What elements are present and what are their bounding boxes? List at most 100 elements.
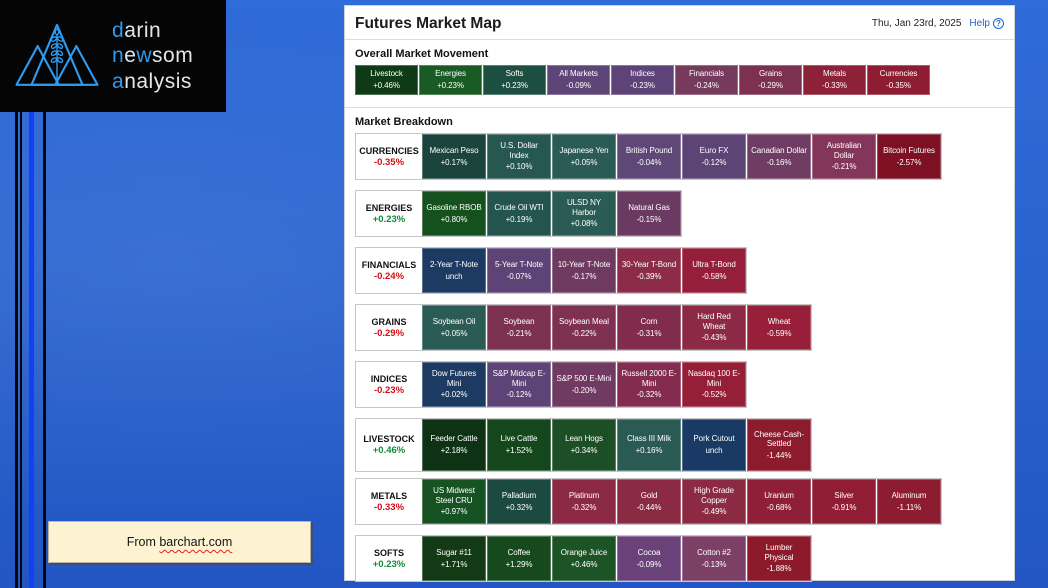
tile-cotton-2[interactable]: Cotton #2 -0.13% <box>682 536 746 581</box>
group-change: +0.23% <box>372 213 406 225</box>
tile-name: Energies <box>435 69 466 79</box>
tile-soybean-oil[interactable]: Soybean Oil +0.05% <box>422 305 486 350</box>
tile-mexican-peso[interactable]: Mexican Peso +0.17% <box>422 134 486 179</box>
tile-name: Canadian Dollar <box>751 145 807 155</box>
tile-gold[interactable]: Gold -0.44% <box>617 479 681 524</box>
breakdown-rows: CURRENCIES -0.35% Mexican Peso +0.17% U.S. D… <box>355 133 1004 582</box>
barchart-link[interactable]: barchart.com <box>159 535 233 549</box>
group-label-financials[interactable]: FINANCIALS -0.24% <box>356 248 422 293</box>
tile-feeder-cattle[interactable]: Feeder Cattle +2.18% <box>422 419 486 471</box>
tile-change: +1.29% <box>505 559 533 569</box>
tile-crude-oil-wti[interactable]: Crude Oil WTI +0.19% <box>487 191 551 236</box>
group-label-softs[interactable]: SOFTS +0.23% <box>356 536 422 581</box>
group-tiles: Mexican Peso +0.17% U.S. Dollar Index +0.10… <box>422 134 941 179</box>
tile-gasoline-rbob[interactable]: Gasoline RBOB +0.80% <box>422 191 486 236</box>
help-question-icon[interactable]: ? <box>993 18 1004 29</box>
tile-s-p-500-e-mini[interactable]: S&P 500 E-Mini -0.20% <box>552 362 616 407</box>
tile-grains[interactable]: Grains -0.29% <box>739 65 802 95</box>
tile-energies[interactable]: Energies +0.23% <box>419 65 482 95</box>
help-link[interactable]: Help ? <box>969 18 1004 29</box>
tile-cocoa[interactable]: Cocoa -0.09% <box>617 536 681 581</box>
tile-cheese-cash-settled[interactable]: Cheese Cash-Settled -1.44% <box>747 419 811 471</box>
tile-change: +0.08% <box>570 219 598 229</box>
tile-s-p-midcap-e-mini[interactable]: S&P Midcap E-Mini -0.12% <box>487 362 551 407</box>
tile-change: -1.44% <box>766 450 792 460</box>
tile-name: Dow Futures Mini <box>431 369 477 388</box>
tile-change: +0.02% <box>440 390 468 400</box>
tile-canadian-dollar[interactable]: Canadian Dollar -0.16% <box>747 134 811 179</box>
tile-high-grade-copper[interactable]: High Grade Copper -0.49% <box>682 479 746 524</box>
tile-financials[interactable]: Financials -0.24% <box>675 65 738 95</box>
tile-5-year-t-note[interactable]: 5-Year T-Note -0.07% <box>487 248 551 293</box>
overall-tiles: Livestock +0.46% Energies +0.23% Softs +0.23%… <box>355 65 1004 95</box>
tile-name: Pork Cutout <box>693 434 735 444</box>
tile-10-year-t-note[interactable]: 10-Year T-Note -0.17% <box>552 248 616 293</box>
source-note: From barchart.com <box>48 521 311 563</box>
tile-euro-fx[interactable]: Euro FX -0.12% <box>682 134 746 179</box>
tile-softs[interactable]: Softs +0.23% <box>483 65 546 95</box>
group-label-metals[interactable]: METALS -0.33% <box>356 479 422 524</box>
tile-sugar-11[interactable]: Sugar #11 +1.71% <box>422 536 486 581</box>
group-label-livestock[interactable]: LIVESTOCK +0.46% <box>356 419 422 471</box>
tile-30-year-t-bond[interactable]: 30-Year T-Bond -0.39% <box>617 248 681 293</box>
tile-change: -0.32% <box>571 502 597 512</box>
tile-lean-hogs[interactable]: Lean Hogs +0.34% <box>552 419 616 471</box>
logo-text: darin newsom analysis <box>112 18 193 94</box>
tile-palladium[interactable]: Palladium +0.32% <box>487 479 551 524</box>
tile-lumber-physical[interactable]: Lumber Physical -1.88% <box>747 536 811 581</box>
group-label-indices[interactable]: INDICES -0.23% <box>356 362 422 407</box>
tile-name: All Markets <box>559 69 598 79</box>
tile-all-markets[interactable]: All Markets -0.09% <box>547 65 610 95</box>
tile-platinum[interactable]: Platinum -0.32% <box>552 479 616 524</box>
tile-indices[interactable]: Indices -0.23% <box>611 65 674 95</box>
tile-uranium[interactable]: Uranium -0.68% <box>747 479 811 524</box>
tile-name: British Pound <box>625 145 673 155</box>
group-label-grains[interactable]: GRAINS -0.29% <box>356 305 422 350</box>
tile-ultra-t-bond[interactable]: Ultra T-Bond -0.58% <box>682 248 746 293</box>
tile-name: Grains <box>759 69 782 79</box>
tile-change: +1.71% <box>440 559 468 569</box>
group-row-currencies: CURRENCIES -0.35% Mexican Peso +0.17% U.S. D… <box>355 133 942 180</box>
tile-british-pound[interactable]: British Pound -0.04% <box>617 134 681 179</box>
tile-soybean-meal[interactable]: Soybean Meal -0.22% <box>552 305 616 350</box>
tile-wheat[interactable]: Wheat -0.59% <box>747 305 811 350</box>
tile-us-midwest-steel-cru[interactable]: US Midwest Steel CRU +0.97% <box>422 479 486 524</box>
tile-pork-cutout[interactable]: Pork Cutout unch <box>682 419 746 471</box>
tile-change: -0.44% <box>636 502 662 512</box>
dna-logo: darin newsom analysis <box>0 0 226 112</box>
tile-soybean[interactable]: Soybean -0.21% <box>487 305 551 350</box>
tile-name: Euro FX <box>699 145 729 155</box>
tile-currencies[interactable]: Currencies -0.35% <box>867 65 930 95</box>
group-tiles: Dow Futures Mini +0.02% S&P Midcap E-Mini -… <box>422 362 746 407</box>
tile-natural-gas[interactable]: Natural Gas -0.15% <box>617 191 681 236</box>
tile-bitcoin-futures[interactable]: Bitcoin Futures -2.57% <box>877 134 941 179</box>
tile-coffee[interactable]: Coffee +1.29% <box>487 536 551 581</box>
tile-orange-juice[interactable]: Orange Juice +0.46% <box>552 536 616 581</box>
tile-corn[interactable]: Corn -0.31% <box>617 305 681 350</box>
tile-change: +0.32% <box>505 502 533 512</box>
tile-class-iii-milk[interactable]: Class III Milk +0.16% <box>617 419 681 471</box>
tile-australian-dollar[interactable]: Australian Dollar -0.21% <box>812 134 876 179</box>
tile-change: -1.11% <box>896 502 922 512</box>
tile-silver[interactable]: Silver -0.91% <box>812 479 876 524</box>
tile-name: Uranium <box>764 490 794 500</box>
tile-2-year-t-note[interactable]: 2-Year T-Note unch <box>422 248 486 293</box>
tile-dow-futures-mini[interactable]: Dow Futures Mini +0.02% <box>422 362 486 407</box>
tile-name: Palladium <box>501 490 537 500</box>
group-change: -0.24% <box>373 270 405 282</box>
tile-aluminum[interactable]: Aluminum -1.11% <box>877 479 941 524</box>
tile-change: +0.23% <box>437 81 464 90</box>
tile-ulsd-ny-harbor[interactable]: ULSD NY Harbor +0.08% <box>552 191 616 236</box>
tile-nasdaq-100-e-mini[interactable]: Nasdaq 100 E-Mini -0.52% <box>682 362 746 407</box>
tile-hard-red-wheat[interactable]: Hard Red Wheat -0.43% <box>682 305 746 350</box>
note-text: From barchart.com <box>127 535 233 549</box>
tile-u-s-dollar-index[interactable]: U.S. Dollar Index +0.10% <box>487 134 551 179</box>
tile-metals[interactable]: Metals -0.33% <box>803 65 866 95</box>
tile-change: unch <box>445 271 463 281</box>
tile-russell-2000-e-mini[interactable]: Russell 2000 E-Mini -0.32% <box>617 362 681 407</box>
group-label-energies[interactable]: ENERGIES +0.23% <box>356 191 422 236</box>
tile-livestock[interactable]: Livestock +0.46% <box>355 65 418 95</box>
tile-japanese-yen[interactable]: Japanese Yen +0.05% <box>552 134 616 179</box>
group-label-currencies[interactable]: CURRENCIES -0.35% <box>356 134 422 179</box>
tile-live-cattle[interactable]: Live Cattle +1.52% <box>487 419 551 471</box>
